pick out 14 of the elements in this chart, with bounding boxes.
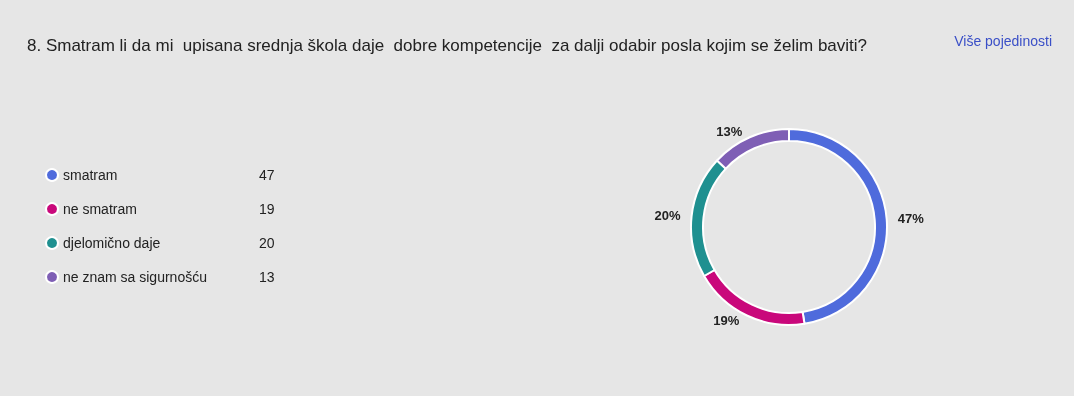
data-label: 13% (716, 124, 743, 140)
text: 20 (259, 235, 275, 251)
chart-title: 8. Smatram li da mi upisana srednja škola daje dobre kompetencije za dalji odabir posla kojim se želim baviti? (27, 36, 868, 55)
text: Više pojedinosti (954, 33, 1052, 49)
text: 19 (259, 201, 275, 217)
legend-label: djelomično daje (63, 235, 161, 251)
legend-label: ne znam sa sigurnošću (63, 269, 207, 285)
legend-label: smatram (63, 167, 118, 183)
data-label: 20% (654, 207, 682, 223)
text: 47 (259, 167, 275, 183)
text: 13 (259, 269, 275, 285)
data-label: 47% (897, 211, 925, 227)
legend-label: ne smatram (63, 201, 137, 217)
data-label: 19% (713, 313, 740, 329)
